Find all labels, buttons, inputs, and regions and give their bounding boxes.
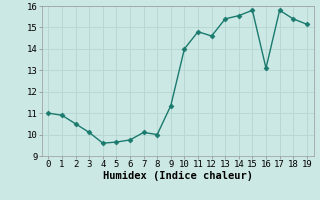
X-axis label: Humidex (Indice chaleur): Humidex (Indice chaleur) [103, 171, 252, 181]
